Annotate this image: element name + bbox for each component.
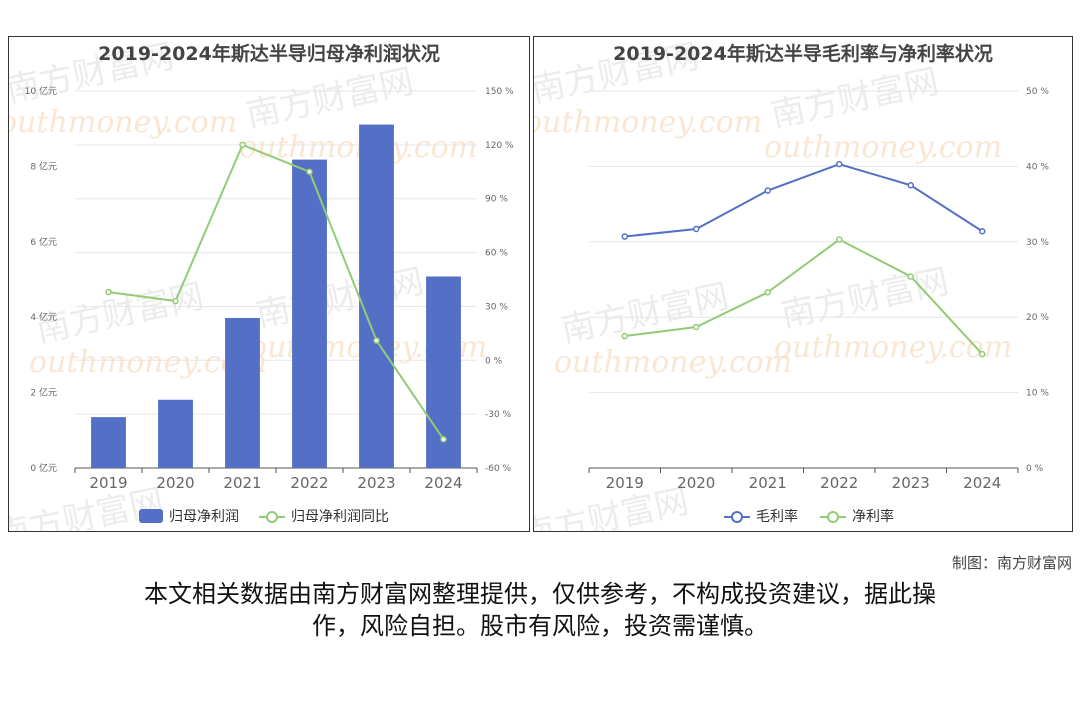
data-point <box>979 227 986 235</box>
data-point <box>373 337 380 344</box>
data-point <box>979 350 986 358</box>
chart-credit: 制图：南方财富网 <box>951 554 1072 572</box>
watermark-en: outhmoney.com <box>774 330 1012 365</box>
watermark-cn: 南方财富网 <box>9 481 167 531</box>
y2-tick-label: -60 % <box>485 464 512 474</box>
bar <box>359 124 394 468</box>
bar <box>91 417 126 468</box>
legend-label: 净利率 <box>852 508 894 525</box>
x-tick-label: 2022 <box>290 474 328 492</box>
data-point <box>907 273 914 280</box>
x-tick-label: 2023 <box>892 474 930 492</box>
y-tick-label: 2 亿元 <box>30 387 57 399</box>
watermark-en: outhmoney.com <box>764 130 1002 165</box>
legend-label: 归母净利润同比 <box>291 508 389 525</box>
margin-chart-panel: 南方财富网 outhmoney.com 南方财富网 outhmoney.com 南方财富… <box>533 36 1073 532</box>
disclaimer-line-1: 本文相关数据由南方财富网整理提供，仅供参考，不构成投资建议，据此操 <box>144 580 936 608</box>
y-tick-label: 50 % <box>1026 87 1049 97</box>
x-tick-label: 2019 <box>89 474 127 492</box>
x-tick-label: 2024 <box>424 474 462 492</box>
data-point <box>105 288 112 296</box>
x-tick-label: 2020 <box>677 474 715 492</box>
data-point <box>836 236 843 243</box>
bar <box>158 399 193 468</box>
y2-tick-label: -30 % <box>485 410 512 420</box>
bar <box>292 159 327 468</box>
watermark-cn: 南方财富网 <box>558 276 733 350</box>
y-tick-label: 0 % <box>1026 464 1044 474</box>
y2-tick-label: 150 % <box>485 87 514 97</box>
series-line <box>624 238 983 355</box>
data-point <box>693 323 700 331</box>
x-tick-label: 2022 <box>820 474 858 492</box>
watermark-cn: 南方财富网 <box>768 61 943 135</box>
watermark-cn: 南方财富网 <box>253 261 428 335</box>
watermark-en: outhmoney.com <box>239 130 477 165</box>
legend-swatch-bar <box>139 509 163 523</box>
data-point <box>621 332 628 340</box>
data-point <box>836 160 843 168</box>
series-line <box>108 143 445 440</box>
x-tick-label: 2023 <box>357 474 395 492</box>
x-tick-label: 2021 <box>749 474 787 492</box>
disclaimer: 本文相关数据由南方财富网整理提供，仅供参考，不构成投资建议，据此操 作，风险自担… <box>60 578 1020 642</box>
data-point <box>440 436 447 443</box>
watermark-cn: 南方财富网 <box>778 261 953 335</box>
y-tick-label: 10 亿元 <box>25 85 57 97</box>
legend-label: 归母净利润 <box>169 508 239 525</box>
chart-title: 2019-2024年斯达半导毛利率与净利率状况 <box>613 42 993 65</box>
series-line <box>624 163 983 238</box>
data-point <box>172 297 179 305</box>
y-tick-label: 8 亿元 <box>30 160 57 172</box>
data-point <box>306 168 313 176</box>
watermark-en: outhmoney.com <box>9 105 237 140</box>
legend-marker <box>827 511 839 523</box>
bar <box>225 317 260 468</box>
data-point <box>239 141 246 149</box>
legend-label: 毛利率 <box>756 508 798 525</box>
legend-marker <box>266 511 278 523</box>
y-tick-label: 10 % <box>1026 389 1049 399</box>
y2-tick-label: 120 % <box>485 141 514 151</box>
data-point <box>693 225 700 233</box>
y2-tick-label: 60 % <box>485 249 508 259</box>
y2-tick-label: 90 % <box>485 195 508 205</box>
data-point <box>764 187 771 194</box>
y2-tick-label: 0 % <box>485 356 503 366</box>
y2-tick-label: 30 % <box>485 302 508 312</box>
chart-title: 2019-2024年斯达半导归母净利润状况 <box>98 42 440 65</box>
x-tick-label: 2024 <box>963 474 1001 492</box>
legend-marker <box>731 511 743 523</box>
disclaimer-line-2: 作，风险自担。股市有风险，投资需谨慎。 <box>312 612 768 640</box>
x-tick-label: 2019 <box>606 474 644 492</box>
y-tick-label: 20 % <box>1026 313 1049 323</box>
y-tick-label: 0 亿元 <box>30 462 57 474</box>
watermark-en: outhmoney.com <box>534 105 762 140</box>
net-profit-chart-panel: 南方财富网 outhmoney.com 南方财富网 outhmoney.com 南方财富… <box>8 36 530 532</box>
data-point <box>907 182 914 189</box>
data-point <box>621 233 628 240</box>
x-tick-label: 2021 <box>223 474 261 492</box>
y-tick-label: 40 % <box>1026 162 1049 172</box>
watermark-en: outhmoney.com <box>554 345 792 380</box>
x-tick-label: 2020 <box>156 474 194 492</box>
data-point <box>764 289 771 296</box>
y-tick-label: 6 亿元 <box>30 236 57 248</box>
y-tick-label: 30 % <box>1026 238 1049 248</box>
y-tick-label: 4 亿元 <box>30 311 57 323</box>
